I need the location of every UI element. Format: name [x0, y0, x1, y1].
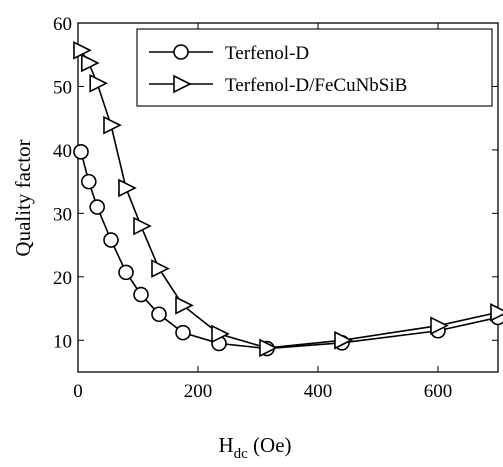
legend-box — [136, 28, 493, 107]
y-tick-label: 40 — [53, 141, 72, 162]
x-tick-label: 600 — [424, 381, 453, 402]
data-point-triangle — [133, 216, 152, 236]
data-point-triangle — [211, 324, 230, 344]
axis-ticks: 0 200 400 600 10 20 30 40 50 60 — [53, 14, 498, 402]
data-point-circle — [73, 144, 89, 160]
data-point-triangle — [151, 259, 170, 278]
y-tick-label: 60 — [53, 14, 72, 35]
y-tick-label: 20 — [53, 268, 72, 289]
data-point-triangle — [490, 303, 503, 322]
data-point-triangle — [81, 53, 100, 73]
x-tick-label: 400 — [304, 381, 333, 402]
data-point-circle — [118, 264, 134, 281]
legend-marker-circle — [173, 44, 189, 60]
data-point-circle — [81, 173, 97, 190]
legend: Terfenol-D Terfenol-D/FeCuNbSiB — [136, 28, 493, 107]
y-tick-label: 30 — [53, 204, 72, 225]
data-point-triangle — [89, 73, 108, 93]
data-point-circle — [175, 324, 191, 341]
data-point-circle — [103, 232, 119, 248]
data-point-circle — [89, 199, 105, 215]
data-point-triangle — [259, 338, 278, 358]
data-point-circle — [151, 306, 167, 323]
data-point-triangle — [430, 316, 449, 335]
y-tick-label: 50 — [53, 77, 72, 98]
data-point-circle — [133, 286, 149, 303]
series-layer — [73, 40, 503, 358]
data-point-triangle — [334, 330, 353, 350]
legend-marker-triangle — [173, 74, 192, 94]
legend-label-terfenol-d-fecunbsib: Terfenol-D/FeCuNbSiB — [225, 75, 407, 96]
x-tick-label: 200 — [184, 381, 213, 402]
plot-frame — [77, 22, 499, 373]
data-point-triangle — [103, 115, 122, 135]
y-axis-label: Quality factor — [11, 139, 35, 256]
x-axis-label: Hdc (Oe) — [218, 433, 291, 462]
data-point-triangle — [175, 296, 194, 315]
data-point-triangle — [118, 178, 137, 198]
legend-label-terfenol-d: Terfenol-D — [225, 43, 309, 64]
x-tick-label: 0 — [73, 381, 83, 402]
y-tick-label: 10 — [53, 331, 72, 352]
